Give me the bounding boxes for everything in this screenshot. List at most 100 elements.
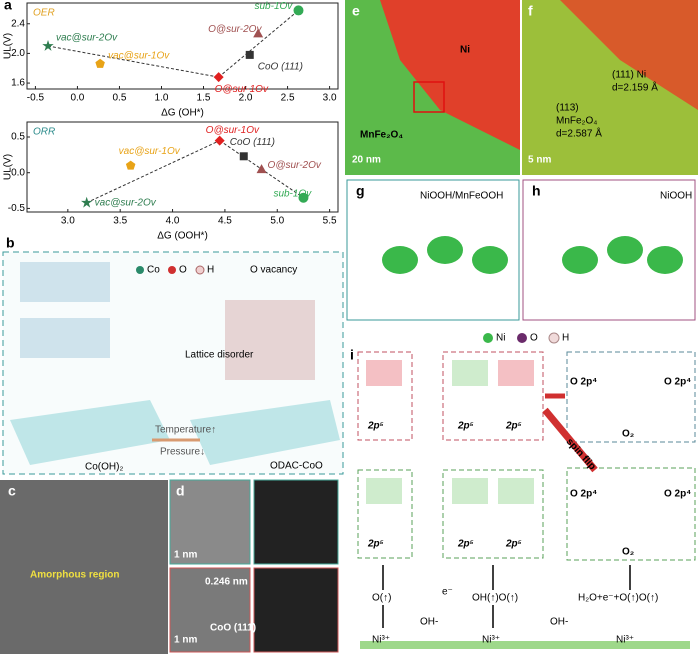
orbital-label: 2p⁵ (457, 421, 474, 432)
point (213, 72, 224, 83)
label: CoO (111) (210, 623, 256, 634)
panel-label: e (352, 3, 360, 19)
orbital-label: O 2p⁴ (570, 377, 597, 388)
legend-text: H (207, 265, 214, 276)
x-tick-label: 3.0 (323, 93, 337, 104)
x-tick-label: 3.5 (113, 216, 127, 227)
y-tick-label: 2.4 (11, 18, 25, 29)
panel-label: i (350, 347, 354, 363)
legend-text: O (179, 265, 187, 276)
label: OH- (420, 617, 438, 628)
label: Pressure↓ (160, 447, 205, 458)
point-label: sub-1Ov (273, 188, 312, 199)
state: H₂O+e⁻+O(↑)O(↑) (578, 593, 658, 604)
x-tick-label: 3.0 (61, 216, 75, 227)
label: Amorphous region (30, 570, 119, 581)
point (298, 192, 309, 203)
panel-label: f (528, 3, 533, 19)
y-tick-label: 0.5 (11, 132, 25, 143)
scale-bar: 20 nm (352, 155, 381, 166)
arrow (542, 407, 598, 473)
trend-line (86, 140, 220, 204)
y-axis-label: UL(V) (3, 154, 14, 180)
point-label: O@sur-1Ov (215, 84, 269, 95)
orbital-label: 2p⁵ (505, 421, 522, 432)
region (560, 0, 698, 110)
label: Lattice disorder (185, 350, 254, 361)
legend-text: O (530, 333, 538, 344)
crystal-left (20, 262, 110, 358)
panel-label: a (4, 0, 12, 13)
point-label: vac@sur-2Ov (95, 197, 157, 208)
point (239, 152, 248, 161)
x-tick-label: -0.5 (27, 93, 45, 104)
point-label: O@sur-1Ov (206, 125, 260, 136)
legend-dot (483, 333, 493, 343)
orbital-label: O₂ (622, 429, 634, 440)
point (245, 50, 254, 59)
point-label: O@sur-2Ov (268, 160, 322, 171)
x-tick-label: 0.0 (70, 93, 84, 104)
orbital-icons (366, 360, 534, 504)
point-label: vac@sur-1Ov (119, 146, 181, 157)
point (293, 5, 304, 16)
region (380, 0, 520, 150)
x-tick-label: 4.5 (218, 216, 232, 227)
label: MnFe₂O₄ (556, 116, 597, 127)
x-tick-label: 2.0 (239, 93, 253, 104)
orbital-label: 2p⁵ (367, 539, 384, 550)
legend-dot (517, 333, 527, 343)
label: (113) (556, 103, 579, 114)
label: d=2.159 Å (612, 81, 658, 94)
sheet (10, 400, 170, 465)
chart-title: OER (33, 8, 55, 19)
ion: Ni³⁺ (616, 635, 634, 646)
tem-image (0, 480, 168, 654)
panel-label: d (176, 483, 185, 499)
ion: Ni³⁺ (372, 635, 390, 646)
point-label: sub-1Ov (254, 1, 293, 12)
trend-line (218, 10, 299, 78)
point (125, 160, 136, 170)
plot-frame (26, 121, 339, 213)
point-label: CoO (111) (258, 62, 303, 73)
legend-dot (548, 332, 560, 344)
legend-text: Ni (496, 333, 505, 344)
panel-label: b (6, 235, 15, 251)
point (80, 196, 93, 208)
x-tick-label: 1.5 (197, 93, 211, 104)
point (253, 28, 264, 38)
point-label: CoO (111) (230, 137, 275, 148)
x-axis-label: ΔG (OOH*) (157, 231, 208, 242)
x-tick-label: 5.5 (323, 216, 337, 227)
label: OH- (550, 617, 568, 628)
orbital-label: 2p⁵ (367, 421, 384, 432)
orbital-label: 2p⁵ (505, 539, 522, 550)
label: e⁻ (442, 587, 453, 598)
legend-text: H (562, 333, 569, 344)
point-label: vac@sur-1Ov (108, 50, 170, 61)
label: 0.246 nm (205, 577, 248, 588)
y-axis-label: UL(V) (3, 33, 14, 59)
x-tick-label: 5.0 (270, 216, 284, 227)
label: O vacancy (250, 265, 297, 276)
structure (382, 236, 683, 274)
orbital-label: O 2p⁴ (664, 489, 691, 500)
label: NiOOH/MnFeOOH (420, 191, 503, 202)
boxes (357, 351, 696, 561)
tem-image (169, 479, 251, 565)
orbital-label: O₂ (622, 547, 634, 558)
scale-bar: 1 nm (174, 550, 197, 561)
panel-label: h (532, 183, 541, 199)
orbital-label: O 2p⁴ (570, 489, 597, 500)
fft-image (253, 567, 339, 653)
plot-frame (26, 2, 339, 90)
panel-label: g (356, 183, 365, 199)
arrows (382, 565, 631, 628)
zoom-box (413, 81, 445, 113)
legend-dot (168, 266, 176, 274)
y-tick-label: 2.0 (11, 48, 25, 59)
point-label: vac@sur-2Ov (56, 33, 118, 44)
chart-title: ORR (33, 127, 55, 138)
label: Ni (460, 45, 470, 56)
